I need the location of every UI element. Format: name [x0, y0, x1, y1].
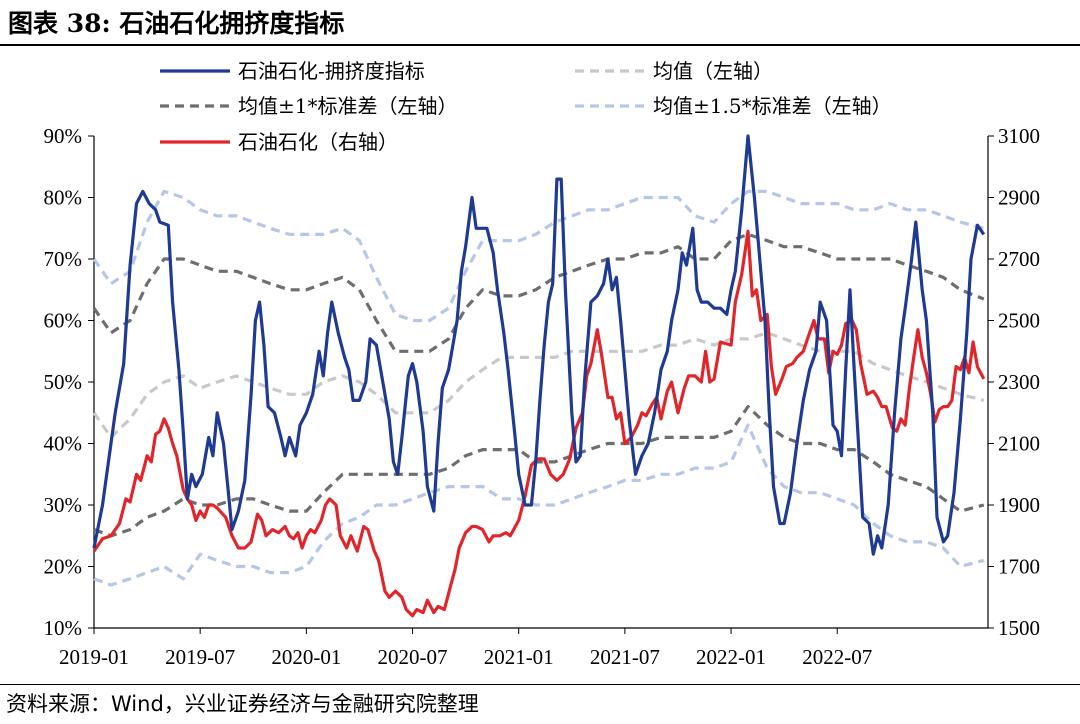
series-line-3-lower: [93, 423, 985, 587]
series-line-4: [92, 229, 986, 618]
y-right-tick-label: 2100: [998, 432, 1040, 456]
y-right-tick-label: 2900: [998, 186, 1040, 210]
legend-label: 均值±1.5*标准差（左轴）: [653, 94, 892, 118]
source-note: 资料来源：Wind，兴业证券经济与金融研究院整理: [6, 692, 479, 716]
y-left-tick-label: 70%: [44, 247, 83, 271]
y-left-tick-label: 90%: [44, 124, 83, 148]
x-tick-label: 2020-01: [271, 645, 341, 669]
legend-item: 石油石化（右轴）: [160, 130, 398, 154]
series-line-0: [92, 134, 986, 556]
legend-item: 均值±1*标准差（左轴）: [160, 94, 457, 118]
legend-item: 均值±1.5*标准差（左轴）: [575, 94, 892, 118]
series-line-3-upper: [92, 189, 985, 323]
series-line-2-upper: [92, 232, 985, 353]
legend-item: 石油石化-拥挤度指标: [160, 59, 425, 83]
y-right-tick-label: 3100: [998, 124, 1040, 148]
y-left-tick-label: 20%: [44, 555, 83, 579]
y-right-tick-label: 2700: [998, 247, 1040, 271]
x-tick-label: 2021-07: [590, 645, 660, 669]
y-right-tick-label: 2500: [998, 309, 1040, 333]
chart: 90% 80% 70% 60% 50% 40% 30% 20% 10% 3100 2900 2700 2…: [44, 59, 1041, 669]
legend-label: 均值（左轴）: [653, 59, 773, 83]
x-tick-label: 2019-01: [59, 645, 129, 669]
y-right-tick-label: 1700: [998, 555, 1040, 579]
legend-item: 均值（左轴）: [575, 59, 773, 83]
x-tick-label: 2020-07: [378, 645, 448, 669]
y-left-tick-label: 40%: [44, 432, 83, 456]
x-tick-label: 2019-07: [165, 645, 235, 669]
source-rule: [0, 684, 1080, 685]
y-right-tick-label: 1900: [998, 493, 1040, 517]
x-tick-label: 2022-07: [802, 645, 872, 669]
y-left-tick-label: 30%: [44, 493, 83, 517]
figure-title: 图表 38: 石油石化拥挤度指标: [8, 9, 345, 38]
legend-label: 均值±1*标准差（左轴）: [238, 94, 457, 118]
x-tick-label: 2021-01: [484, 645, 554, 669]
y-left-tick-label: 60%: [44, 309, 83, 333]
x-tick-label: 2022-01: [696, 645, 766, 669]
title-rule: [0, 44, 1080, 46]
y-left-tick-label: 10%: [44, 616, 83, 640]
y-right-tick-label: 2300: [998, 370, 1040, 394]
y-left-tick-label: 50%: [44, 370, 83, 394]
y-right-tick-label: 1500: [998, 616, 1040, 640]
legend-label: 石油石化（右轴）: [238, 130, 398, 154]
y-left-tick-label: 80%: [44, 186, 83, 210]
legend-label: 石油石化-拥挤度指标: [238, 59, 425, 83]
